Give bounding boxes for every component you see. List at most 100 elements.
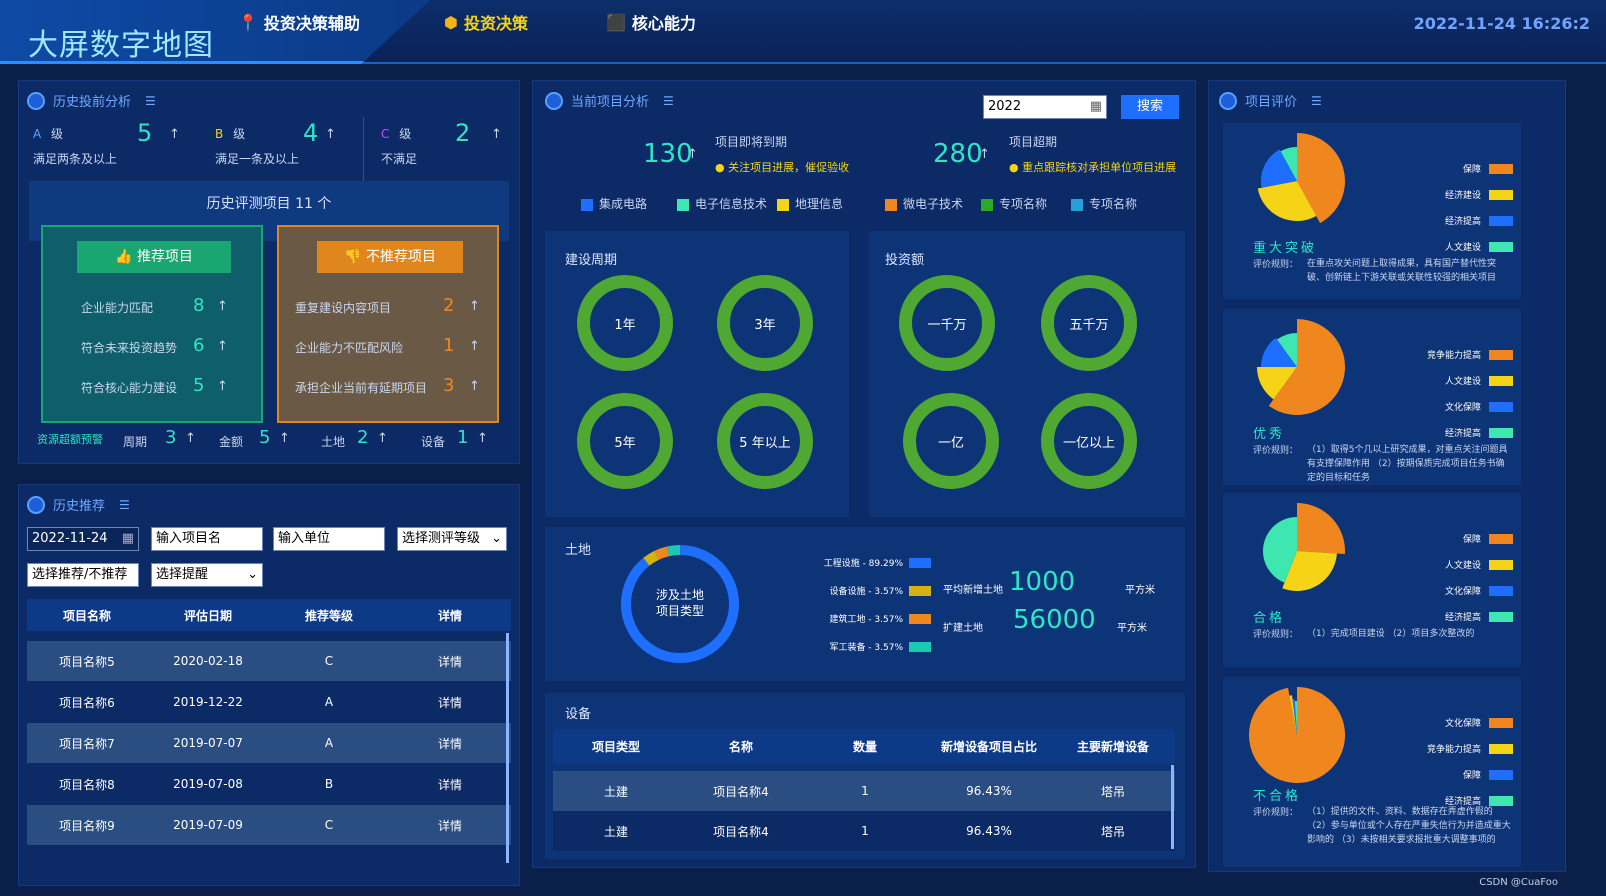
scrollbar[interactable] xyxy=(506,633,509,863)
not-recommend-button[interactable]: 👎 不推荐项目 xyxy=(317,241,463,273)
search-button[interactable]: 搜索 xyxy=(1121,95,1179,119)
pie-slice[interactable] xyxy=(1277,333,1297,367)
detail-link[interactable]: 详情 xyxy=(437,654,462,669)
eval-card: 文化保障 竞争能力提高 保障 经济提高 不合格 评价规则： （1）提供的文件、资料、数据存在… xyxy=(1223,677,1521,867)
grade-b: B 级 4 ↑ 满足一条及以上 xyxy=(215,119,336,166)
legend-item[interactable]: 专项名称 xyxy=(981,195,1047,212)
warning-icon: ● xyxy=(1009,161,1023,174)
pie-slice[interactable] xyxy=(1292,699,1297,735)
invest-donut-100m-plus: 一亿以上 xyxy=(1041,393,1137,489)
divider xyxy=(363,117,364,213)
table-cell: 2019-07-09 xyxy=(173,818,243,832)
legend-item[interactable]: 电子信息技术 xyxy=(677,195,767,212)
pie-slice[interactable] xyxy=(1257,367,1297,400)
legend-swatch xyxy=(1489,769,1513,780)
legend-item[interactable]: 地理信息 xyxy=(777,195,843,212)
nav-item-core-ability[interactable]: ⬛ 核心能力 xyxy=(606,12,696,34)
detail-link[interactable]: 详情 xyxy=(437,777,462,792)
table-cell: 96.43% xyxy=(966,784,1012,798)
eval-rule-text: （1）完成项目建设 （2）项目多次整改的 xyxy=(1307,629,1475,639)
pie-slice[interactable] xyxy=(1282,551,1337,591)
pie-slice[interactable] xyxy=(1261,149,1297,188)
pie-slice[interactable] xyxy=(1297,503,1345,555)
pie-slice[interactable] xyxy=(1261,337,1297,367)
legend-swatch xyxy=(1489,717,1513,728)
land-center-label-2: 项目类型 xyxy=(656,604,704,618)
pie-slice[interactable] xyxy=(1263,517,1297,583)
table-row[interactable]: 项目名称9 2019-07-09 C 详情 xyxy=(27,805,511,845)
pie-slice[interactable] xyxy=(1297,133,1345,224)
nav-item-decision-assist[interactable]: 📍 投资决策辅助 xyxy=(238,12,360,34)
cycle-donut-5: 5年 xyxy=(577,393,673,489)
resource-stats: 周期 3 ↑ 金额 5 ↑ 土地 2 ↑ 设备 1 ↑ xyxy=(123,427,488,449)
menu-lines-icon: ☰ xyxy=(119,497,130,512)
menu-lines-icon: ☰ xyxy=(145,93,156,108)
hexagon-icon: ⬢ xyxy=(444,12,458,32)
pie-slice[interactable] xyxy=(1268,319,1345,415)
watermark: CSDN @CuaFoo xyxy=(1479,877,1558,888)
eval-legend-item: 人文建设 xyxy=(1363,239,1513,253)
list-item: 符合未来投资趋势 6 ↑ xyxy=(81,335,228,356)
eval-legend-item: 保障 xyxy=(1363,161,1513,175)
recommend-select[interactable]: 选择推荐/不推荐 xyxy=(27,563,139,587)
table-cell: 项目名称4 xyxy=(713,784,769,799)
history-analysis-panel: 历史投前分析 ☰ A 级 5 ↑ 满足两条及以上 B 级 4 ↑ 满足一条及以上… xyxy=(18,80,520,464)
table-row[interactable]: 土建 项目名称4 1 96.43% 塔吊 xyxy=(553,771,1175,811)
land-slice-1[interactable] xyxy=(643,550,659,566)
table-row[interactable]: 项目名称7 2019-07-07 A 详情 xyxy=(27,723,511,763)
detail-link[interactable]: 详情 xyxy=(437,695,462,710)
eval-rule-text: 在重点攻关问题上取得成果，具有国产替代性突破、创新链上下游关联或关联性较强的相关… xyxy=(1307,259,1497,283)
table-body: 项目名称5 2020-02-18 C 详情 项目名称6 2019-12-22 A 详情 项目名称… xyxy=(27,641,511,845)
table-row[interactable]: 项目名称8 2019-07-08 B 详情 xyxy=(27,764,511,804)
list-item: 承担企业当前有延期项目 3 ↑ xyxy=(295,375,480,396)
panel-title: 当前项目分析 ☰ xyxy=(545,91,674,110)
land-slice-3[interactable] xyxy=(666,545,681,557)
expiring-note: ● 关注项目进展，催促验收 xyxy=(715,161,850,174)
pie-slice[interactable] xyxy=(1280,147,1297,181)
detail-link[interactable]: 详情 xyxy=(437,818,462,833)
eval-legend-item: 保障 xyxy=(1363,531,1513,545)
land-slice-0[interactable] xyxy=(621,545,739,663)
scrollbar[interactable] xyxy=(1171,765,1174,849)
expiring-count: 130 xyxy=(643,139,693,169)
table-cell: 2019-07-07 xyxy=(173,736,243,750)
legend-swatch xyxy=(1489,427,1513,438)
recommend-button[interactable]: 👍 推荐项目 xyxy=(77,241,231,273)
pie-slice[interactable] xyxy=(1294,701,1297,735)
detail-link[interactable]: 详情 xyxy=(437,736,462,751)
project-name-input[interactable]: 输入项目名 xyxy=(151,527,263,551)
pie-slice[interactable] xyxy=(1289,695,1297,735)
table-row[interactable]: 项目名称6 2019-12-22 A 详情 xyxy=(27,682,511,722)
unit-input[interactable]: 输入单位 xyxy=(273,527,385,551)
eval-card: 竞争能力提高 人文建设 文化保障 经济提高 优秀 评价规则： （1）取得5个几以上研究成果，… xyxy=(1223,309,1521,485)
table-cell: 塔吊 xyxy=(1100,824,1125,839)
legend-swatch xyxy=(581,198,593,211)
nav-item-decision[interactable]: ⬢ 投资决策 xyxy=(444,12,528,34)
eval-level: 合格 xyxy=(1253,611,1286,626)
table-header: 项目名称 评估日期 推荐等级 详情 xyxy=(27,599,511,631)
legend-item[interactable]: 专项名称 xyxy=(1071,195,1137,212)
land-legend-item: 工程设施 - 89.29% xyxy=(807,555,939,569)
equipment-box: 设备 项目类型 名称 数量 新增设备项目占比 主要新增设备 土建 项目名称4 1 96… xyxy=(545,693,1185,859)
land-slice-2[interactable] xyxy=(654,546,670,560)
remind-select[interactable]: 选择提醒 ⌄ xyxy=(151,563,263,587)
legend-swatch xyxy=(1489,349,1513,360)
cycle-box: 建设周期 1年 3年 5年 5 年以上 xyxy=(545,231,849,517)
eval-legend-item: 竞争能力提高 xyxy=(1363,741,1513,755)
eval-legend-item: 保障 xyxy=(1363,767,1513,781)
table-row[interactable]: 项目名称5 2020-02-18 C 详情 xyxy=(27,641,511,681)
table-row[interactable]: 土建 项目名称4 1 96.43% 塔吊 xyxy=(553,811,1175,851)
legend-item[interactable]: 微电子技术 xyxy=(885,195,963,212)
legend-swatch xyxy=(1071,198,1083,211)
year-input[interactable]: 2022 ▦ xyxy=(983,95,1107,119)
grade-select[interactable]: 选择测评等级 ⌄ xyxy=(397,527,507,551)
project-eval-panel: 项目评价 ☰ 保障 经济建设 经济提高 人文建设 重大突破 评价规则： 在重点攻关问题上取得… xyxy=(1208,80,1566,872)
legend-item[interactable]: 集成电路 xyxy=(581,195,647,212)
list-item: 符合核心能力建设 5 ↑ xyxy=(81,375,228,396)
avg-new-land-value: 1000 xyxy=(1009,567,1076,597)
panel-title: 历史投前分析 ☰ xyxy=(27,91,156,110)
chevron-down-icon: ⌄ xyxy=(491,531,502,546)
pie-slice[interactable] xyxy=(1257,181,1317,221)
date-input[interactable]: 2022-11-24 ▦ xyxy=(27,527,139,551)
list-item: 企业能力匹配 8 ↑ xyxy=(81,295,228,316)
